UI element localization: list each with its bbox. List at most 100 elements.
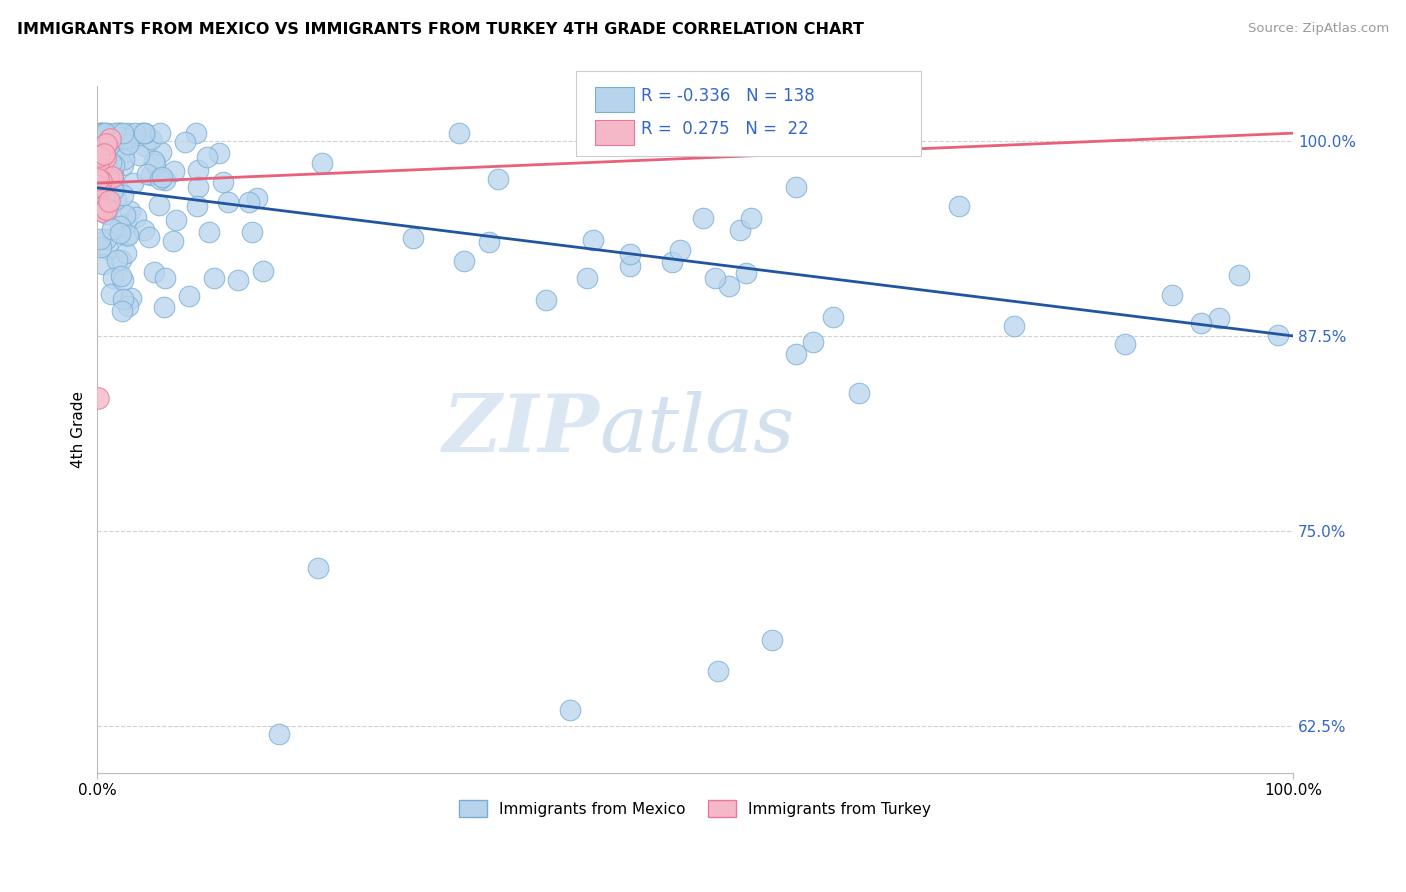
Point: [100, 286, 122, 301]
Point: [87, 201, 110, 215]
Text: R = -0.336   N = 138: R = -0.336 N = 138: [641, 87, 815, 105]
Point: [187, 180, 209, 194]
Point: [110, 252, 132, 267]
Point: [246, 191, 269, 205]
Point: [104, 126, 127, 140]
Point: [717, 279, 740, 293]
Point: [704, 271, 727, 285]
Point: [801, 334, 824, 349]
Point: [136, 167, 159, 181]
Point: [90, 174, 112, 188]
Point: [139, 132, 162, 146]
Point: [117, 299, 139, 313]
Point: [165, 212, 187, 227]
Point: [162, 234, 184, 248]
Point: [87, 392, 110, 406]
Point: [692, 211, 714, 225]
Point: [105, 252, 128, 267]
Point: [93, 147, 115, 161]
Legend: Immigrants from Mexico, Immigrants from Turkey: Immigrants from Mexico, Immigrants from …: [453, 794, 938, 823]
Point: [1227, 268, 1250, 283]
Point: [112, 273, 135, 287]
Point: [107, 180, 129, 194]
Point: [138, 230, 160, 244]
Point: [1114, 337, 1136, 351]
Point: [89, 232, 111, 246]
Point: [101, 168, 124, 182]
Point: [619, 247, 641, 261]
Point: [134, 126, 156, 140]
Point: [98, 194, 121, 208]
Point: [87, 195, 110, 210]
Point: [447, 126, 470, 140]
Point: [94, 136, 117, 151]
Point: [558, 703, 581, 717]
Point: [478, 235, 501, 250]
Point: [93, 190, 115, 204]
Point: [153, 271, 176, 285]
Point: [148, 198, 170, 212]
Point: [87, 168, 110, 182]
Point: [582, 233, 605, 247]
Point: [100, 145, 122, 159]
Point: [115, 217, 138, 231]
Point: [728, 223, 751, 237]
Point: [153, 301, 176, 315]
Point: [89, 126, 111, 140]
Point: [735, 266, 758, 280]
Point: [110, 126, 132, 140]
Point: [534, 293, 557, 308]
Text: ZIP: ZIP: [443, 391, 599, 468]
Text: Source: ZipAtlas.com: Source: ZipAtlas.com: [1249, 22, 1389, 36]
Point: [112, 153, 135, 167]
Point: [128, 148, 150, 162]
Point: [125, 211, 148, 225]
Point: [177, 289, 200, 303]
Point: [114, 209, 136, 223]
Point: [118, 203, 141, 218]
Point: [115, 229, 138, 244]
Point: [1208, 310, 1230, 325]
Point: [240, 225, 263, 239]
Y-axis label: 4th Grade: 4th Grade: [72, 391, 86, 468]
Point: [114, 130, 136, 145]
Point: [311, 156, 333, 170]
Point: [89, 149, 111, 163]
Point: [94, 126, 117, 140]
Point: [131, 126, 153, 140]
Point: [1189, 317, 1212, 331]
Text: IMMIGRANTS FROM MEXICO VS IMMIGRANTS FROM TURKEY 4TH GRADE CORRELATION CHART: IMMIGRANTS FROM MEXICO VS IMMIGRANTS FRO…: [17, 22, 863, 37]
Point: [112, 145, 135, 160]
Point: [89, 166, 111, 180]
Point: [120, 292, 142, 306]
Point: [163, 163, 186, 178]
Point: [402, 231, 425, 245]
Point: [619, 259, 641, 273]
Point: [108, 226, 131, 240]
Point: [848, 385, 870, 400]
Point: [173, 135, 195, 149]
Point: [150, 169, 173, 184]
Point: [267, 727, 290, 741]
Point: [94, 152, 117, 166]
Point: [114, 246, 136, 260]
Point: [91, 204, 114, 219]
Point: [226, 273, 249, 287]
Point: [142, 154, 165, 169]
Point: [143, 265, 166, 279]
Point: [186, 126, 208, 140]
Point: [87, 161, 110, 175]
Point: [97, 139, 120, 153]
Point: [111, 304, 134, 318]
Point: [211, 176, 233, 190]
Point: [740, 211, 762, 226]
Text: R =  0.275   N =  22: R = 0.275 N = 22: [641, 120, 808, 138]
Point: [117, 126, 139, 140]
Point: [122, 177, 145, 191]
Point: [91, 126, 114, 140]
Point: [100, 156, 122, 170]
Point: [111, 158, 134, 172]
Point: [94, 202, 117, 217]
Point: [117, 137, 139, 152]
Point: [661, 255, 683, 269]
